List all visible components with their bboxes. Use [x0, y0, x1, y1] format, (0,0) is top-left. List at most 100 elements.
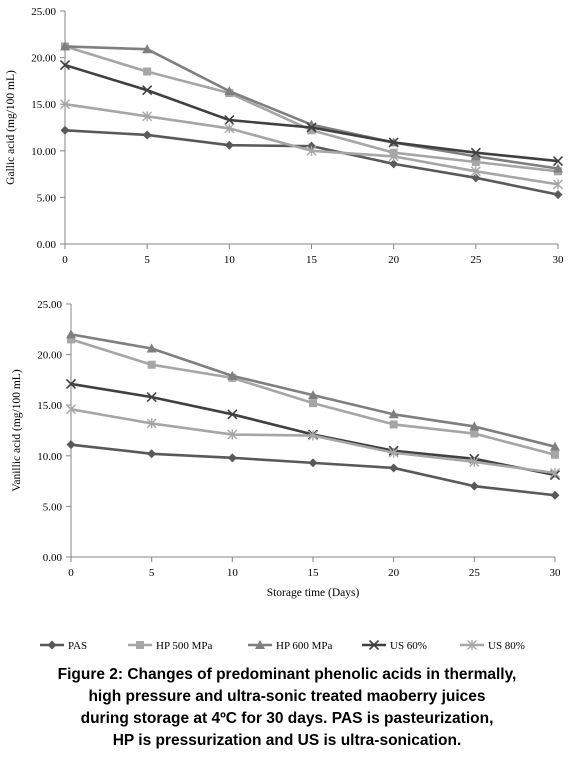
data-point: [306, 145, 317, 156]
data-point: [227, 453, 237, 463]
data-point: [471, 157, 480, 166]
gallic-acid-chart: 0.00 5.00 10.00 15.00 20.00 25.00 0 5 10 15 20 25 30…: [5, 6, 564, 266]
caption-line: Figure 2: Changes of predominant phenoli…: [57, 666, 517, 683]
y-axis-label: Vanillic acid (mg/100 mL): [11, 369, 23, 491]
data-point: [470, 166, 481, 177]
caption-line: during storage at 4ºC for 30 days. PAS i…: [80, 710, 494, 727]
data-point: [470, 147, 481, 158]
legend-marker: [136, 641, 144, 649]
data-point: [553, 163, 563, 173]
data-point: [553, 190, 563, 200]
caption-line: high pressure and ultra-sonic treated ma…: [88, 688, 486, 705]
legend-item-hp-600-mpa: HP 600 MPa: [248, 640, 333, 652]
y-tick-label: 10.00: [31, 146, 56, 158]
data-point: [65, 378, 77, 390]
x-tick-label: 5: [144, 254, 150, 266]
data-point: [306, 122, 317, 133]
data-point: [388, 137, 399, 148]
x-tick-label: 25: [469, 567, 481, 579]
data-point: [470, 429, 479, 438]
data-point: [550, 468, 560, 479]
y-tick-label: 20.00: [37, 350, 62, 362]
data-point: [142, 130, 152, 140]
y-tick-label: 15.00: [31, 99, 56, 111]
legend: PAS HP 500 MPa HP 600 MPa US 60% US 80%: [40, 639, 525, 652]
figure: 0.00 5.00 10.00 15.00 20.00 25.00 0 5 10 15 20 25 30…: [5, 6, 564, 652]
legend-marker: [255, 640, 265, 649]
data-point: [388, 151, 399, 162]
data-point: [227, 409, 238, 420]
data-point: [224, 123, 235, 134]
vanillic-acid-chart: 0.00 5.00 10.00 15.00 20.00 25.00 0 5 10 15 20 25 30…: [11, 299, 561, 599]
data-point: [551, 450, 559, 459]
legend-marker: [467, 640, 477, 650]
data-point: [309, 399, 317, 408]
data-point: [227, 370, 238, 380]
x-tick-label: 15: [306, 254, 318, 266]
data-point: [308, 390, 318, 400]
legend-item-us-80: US 80%: [460, 640, 525, 652]
data-point: [227, 429, 238, 440]
data-point: [146, 418, 157, 429]
x-tick-label: 20: [388, 254, 400, 266]
data-point: [142, 85, 153, 96]
data-point: [60, 41, 70, 51]
x-tick-label: 15: [308, 567, 320, 579]
data-point: [146, 343, 157, 353]
data-point: [224, 114, 235, 126]
series-us-80: [60, 99, 563, 190]
x-tick-label: 30: [553, 254, 565, 266]
data-point: [308, 430, 318, 441]
x-tick-label: 5: [149, 567, 155, 579]
data-point: [224, 86, 235, 96]
legend-item-hp-500-mpa: HP 500 MPa: [128, 640, 213, 652]
data-point: [60, 99, 70, 110]
data-point: [469, 456, 480, 467]
data-point: [389, 463, 399, 473]
data-point: [469, 421, 480, 431]
y-tick-label: 20.00: [31, 53, 56, 65]
legend-label: PAS: [68, 640, 87, 652]
y-tick-label: 15.00: [37, 400, 62, 412]
data-point: [469, 481, 479, 491]
data-point: [389, 159, 399, 169]
legend-item-us-60: US 60%: [362, 639, 427, 652]
data-point: [143, 67, 152, 76]
data-point: [553, 179, 563, 190]
data-point: [389, 420, 398, 429]
data-point: [307, 126, 316, 135]
data-point: [388, 447, 399, 458]
x-tick-label: 0: [68, 567, 74, 579]
x-tick-label: 25: [470, 254, 482, 266]
data-point: [59, 59, 71, 71]
y-tick-label: 5.00: [37, 192, 57, 204]
y-tick-label: 0.00: [37, 239, 57, 251]
legend-label: HP 500 MPa: [156, 640, 213, 652]
data-point: [147, 360, 156, 369]
data-point: [66, 329, 76, 339]
figure-caption: Figure 2: Changes of predominant phenoli…: [0, 664, 574, 752]
legend-item-pas: PAS: [40, 640, 87, 652]
y-tick-label: 5.00: [43, 501, 63, 513]
x-tick-label: 30: [550, 567, 562, 579]
x-tick-label: 10: [227, 567, 239, 579]
data-point: [66, 404, 76, 415]
data-point: [66, 440, 76, 450]
data-point: [142, 111, 153, 122]
data-point: [550, 490, 560, 500]
x-tick-label: 10: [224, 254, 236, 266]
data-point: [550, 441, 560, 451]
y-axis-label: Gallic acid (mg/100 mL): [5, 70, 17, 185]
y-tick-label: 10.00: [37, 451, 62, 463]
data-point: [146, 392, 157, 403]
x-axis-label: Storage time (Days): [267, 587, 360, 599]
x-tick-label: 0: [62, 254, 68, 266]
data-point: [308, 458, 318, 468]
series-us-60: [59, 59, 564, 167]
data-point: [142, 44, 153, 54]
legend-label: US 80%: [488, 640, 525, 652]
caption-line: HP is pressurization and US is ultra-son…: [112, 732, 462, 749]
y-tick-label: 0.00: [43, 552, 63, 564]
series-line: [70, 443, 556, 497]
data-point: [471, 173, 481, 183]
